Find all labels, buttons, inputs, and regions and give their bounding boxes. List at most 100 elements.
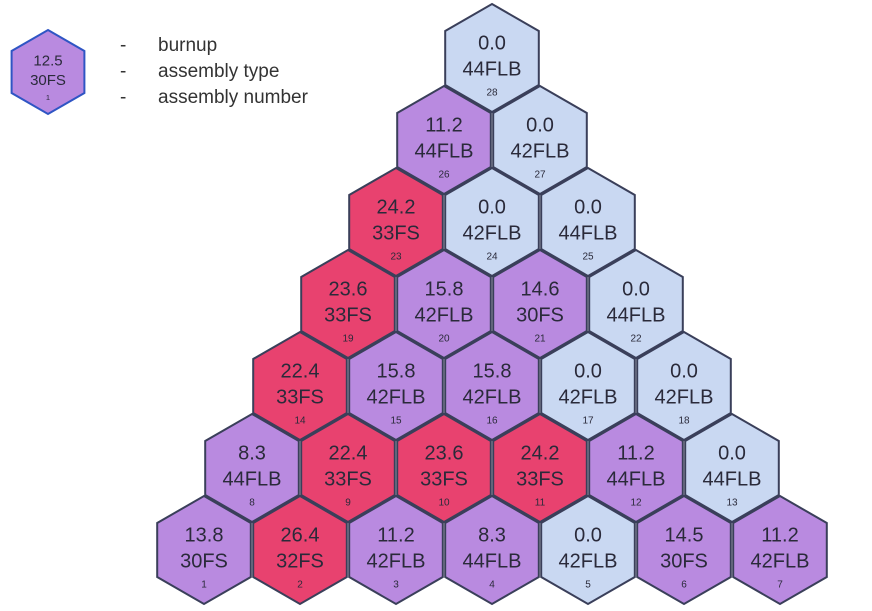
hexagon [348,166,444,278]
assembly: 0.0 42FLB 5 [540,494,636,606]
assembly-number: 1 [201,580,207,591]
assembly: 0.0 44FLB 22 [588,248,684,360]
assembly-type: 30FS [516,304,564,326]
legend-dash: - [120,87,126,108]
assembly-number: 27 [534,170,546,181]
assembly: 11.2 42FLB 3 [348,494,444,606]
burnup: 0.0 [478,196,506,218]
assembly: 8.3 44FLB 4 [444,494,540,606]
assembly-number: 14 [294,416,306,427]
assembly-type: 44FLB [415,140,474,162]
hexagon [636,494,732,606]
legend-label: assembly number [158,87,309,108]
hexagon [396,248,492,360]
assembly: 0.0 42FLB 24 [444,166,540,278]
burnup: 23.6 [425,442,464,464]
assembly: 14.6 30FS 21 [492,248,588,360]
assembly-type: 30FS [660,550,708,572]
burnup: 22.4 [329,442,368,464]
hexagon [300,412,396,524]
burnup: 24.2 [377,196,416,218]
assembly-type: 33FS [276,386,324,408]
burnup: 24.2 [521,442,560,464]
assembly-number: 25 [582,252,594,263]
hexagon [588,412,684,524]
hexagon [492,248,588,360]
legend-dash: - [120,35,126,56]
assembly-type: 44FLB [463,58,522,80]
hexagon [396,84,492,196]
assembly-number: 3 [393,580,399,591]
assembly-number: 20 [438,334,450,345]
assembly-number: 13 [726,498,738,509]
assembly: 15.8 42FLB 20 [396,248,492,360]
assembly-type: 42FLB [559,550,618,572]
assembly-type: 42FLB [463,222,522,244]
hexagon [492,412,588,524]
assembly-type: 44FLB [607,304,666,326]
hexagon [444,2,540,114]
legend-label: assembly type [158,61,279,82]
hexagon [300,248,396,360]
burnup: 26.4 [281,524,320,546]
assembly: 15.8 42FLB 16 [444,330,540,442]
assembly-type: 42FLB [463,386,522,408]
hexagon [540,494,636,606]
assembly-type: 42FLB [559,386,618,408]
assembly-number: 22 [630,334,642,345]
burnup: 0.0 [670,360,698,382]
assembly: 0.0 44FLB 28 [444,2,540,114]
assembly-number: 6 [681,580,687,591]
assembly: 11.2 44FLB 12 [588,412,684,524]
assembly-type: 42FLB [751,550,810,572]
assembly-type: 42FLB [511,140,570,162]
assembly-number: 2 [297,580,303,591]
burnup: 15.8 [377,360,416,382]
hexagon [156,494,252,606]
hexagon [204,412,300,524]
assembly-type: 30FS [180,550,228,572]
hexagon [348,330,444,442]
burnup: 8.3 [478,524,506,546]
assembly: 13.8 30FS 1 [156,494,252,606]
assembly-number: 9 [345,498,351,509]
assembly-number: 17 [582,416,594,427]
hexagon [684,412,780,524]
burnup: 15.8 [425,278,464,300]
assembly-type: 33FS [420,468,468,490]
assembly-type: 33FS [372,222,420,244]
assembly-type: 42FLB [367,550,426,572]
hexagon [636,330,732,442]
assembly: 0.0 42FLB 17 [540,330,636,442]
assembly-number: 11 [535,498,546,509]
assembly: 8.3 44FLB 8 [204,412,300,524]
assembly: 11.2 42FLB 7 [732,494,828,606]
burnup: 15.8 [473,360,512,382]
hexagon [732,494,828,606]
assembly-type: 44FLB [463,550,522,572]
assembly: 22.4 33FS 14 [252,330,348,442]
assembly-number: 24 [486,252,498,263]
burnup: 11.2 [761,524,798,546]
burnup: 0.0 [718,442,746,464]
hexagon [492,84,588,196]
burnup: 0.0 [478,32,506,54]
assembly-number: 19 [342,334,354,345]
assembly-number: 8 [249,498,255,509]
hexagon [444,166,540,278]
hexagon [348,494,444,606]
assembly-number: 10 [438,498,450,509]
assembly-number: 1 [46,93,50,102]
burnup: 11.2 [617,442,654,464]
assembly: 0.0 42FLB 27 [492,84,588,196]
assembly-number: 21 [534,334,546,345]
assembly: 0.0 44FLB 13 [684,412,780,524]
hexagon [10,28,86,116]
assembly-number: 15 [390,416,402,427]
assembly: 26.4 32FS 2 [252,494,348,606]
assembly: 11.2 44FLB 26 [396,84,492,196]
assembly-number: 12 [630,498,642,509]
assembly-type: 33FS [516,468,564,490]
burnup: 12.5 [33,52,62,69]
